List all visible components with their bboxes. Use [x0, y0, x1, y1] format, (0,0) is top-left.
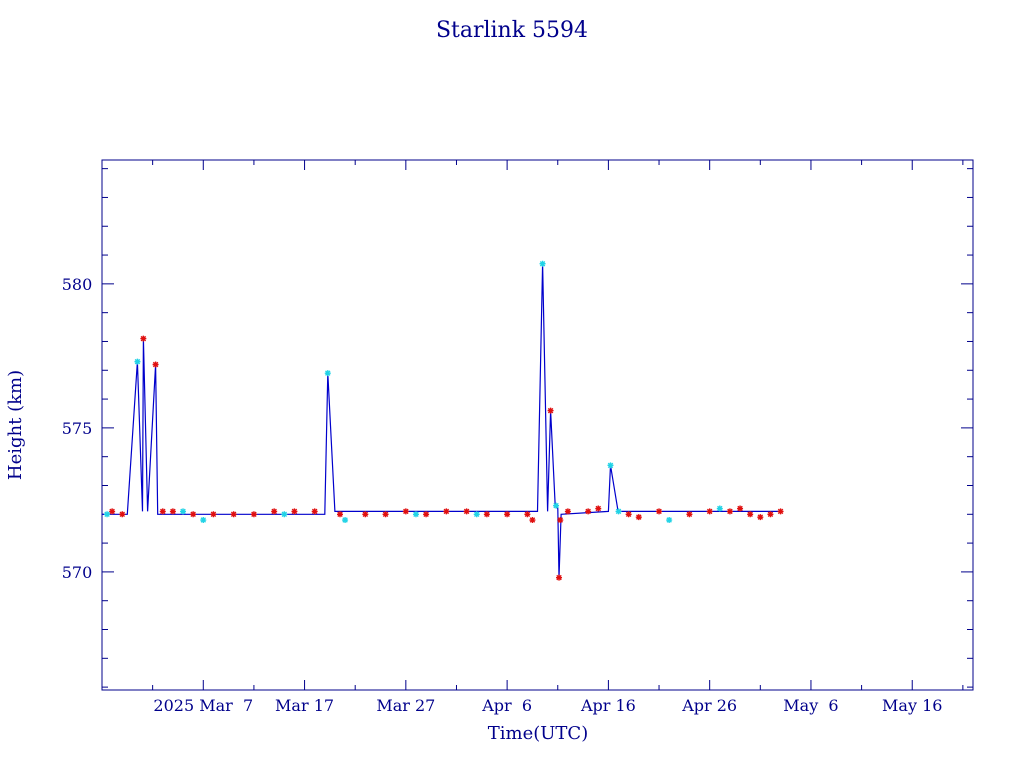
cyan-marker: [666, 517, 673, 524]
cyan-marker: [412, 511, 419, 518]
red-marker: [656, 508, 663, 515]
red-marker: [119, 511, 126, 518]
red-marker: [382, 511, 389, 518]
red-marker: [140, 335, 147, 342]
red-marker: [337, 511, 344, 518]
red-marker: [463, 508, 470, 515]
red-marker: [271, 508, 278, 515]
y-tick-label: 570: [62, 563, 93, 582]
cyan-marker: [281, 511, 288, 518]
red-marker: [159, 508, 166, 515]
x-tick-label: Apr 16: [580, 696, 636, 715]
red-marker: [524, 511, 531, 518]
red-marker: [504, 511, 511, 518]
red-marker: [585, 508, 592, 515]
cyan-marker: [539, 260, 546, 267]
red-marker: [686, 511, 693, 518]
x-tick-label: Mar 27: [376, 696, 435, 715]
series-line-group: [102, 263, 782, 578]
red-marker: [443, 508, 450, 515]
chart-title: Starlink 5594: [436, 18, 588, 43]
red-marker: [635, 514, 642, 521]
red-marker: [250, 511, 257, 518]
red-marker: [529, 517, 536, 524]
cyan-marker: [615, 508, 622, 515]
y-axis-label: Height (km): [5, 370, 26, 480]
red-marker: [595, 505, 602, 512]
red-marker: [737, 505, 744, 512]
cyan-marker: [607, 462, 614, 469]
red-marker: [169, 508, 176, 515]
red-marker: [230, 511, 237, 518]
x-tick-label: 2025 Mar 7: [153, 696, 253, 715]
red-marker: [210, 511, 217, 518]
cyan-marker: [473, 511, 480, 518]
red-marker: [556, 574, 563, 581]
red-marker: [291, 508, 298, 515]
red-marker: [547, 407, 554, 414]
red-marker: [557, 517, 564, 524]
marker-group: [104, 260, 784, 581]
cyan-marker: [716, 505, 723, 512]
x-tick-label: May 6: [783, 696, 838, 715]
cyan-marker: [324, 370, 331, 377]
x-tick-label: Apr 6: [481, 696, 532, 715]
red-marker: [625, 511, 632, 518]
red-marker: [757, 514, 764, 521]
red-marker: [726, 508, 733, 515]
cyan-marker: [553, 502, 560, 509]
x-axis-label: Time(UTC): [488, 723, 588, 744]
x-tick-label: Apr 26: [681, 696, 737, 715]
red-marker: [152, 361, 159, 368]
red-marker: [109, 508, 116, 515]
height-series-line: [102, 263, 782, 578]
red-marker: [706, 508, 713, 515]
red-marker: [483, 511, 490, 518]
red-marker: [747, 511, 754, 518]
red-marker: [402, 508, 409, 515]
red-marker: [777, 508, 784, 515]
cyan-marker: [342, 517, 349, 524]
y-tick-label: 575: [62, 419, 93, 438]
cyan-marker: [180, 508, 187, 515]
red-marker: [564, 508, 571, 515]
x-tick-label: May 16: [882, 696, 942, 715]
y-tick-label: 580: [62, 275, 93, 294]
red-marker: [767, 511, 774, 518]
x-tick-label: Mar 17: [275, 696, 334, 715]
y-axis-ticks: 570 575 580: [62, 168, 973, 688]
cyan-marker: [134, 358, 141, 365]
plot-frame: [101, 159, 974, 691]
x-axis-ticks: 2025 Mar 7 Mar 17 Mar 27 Apr 6 Apr 16 Apr 26 M…: [101, 160, 964, 715]
red-marker: [190, 511, 197, 518]
cyan-marker: [104, 511, 111, 518]
red-marker: [362, 511, 369, 518]
red-marker: [311, 508, 318, 515]
cyan-marker: [200, 517, 207, 524]
red-marker: [423, 511, 430, 518]
